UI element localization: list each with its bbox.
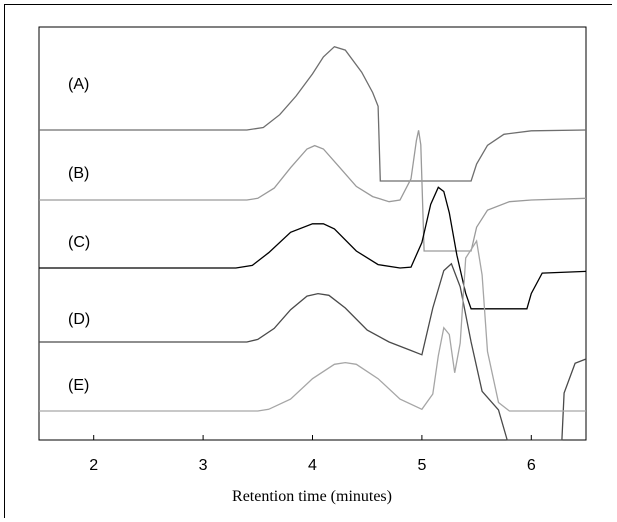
figure-frame [4,4,612,518]
x-tick-label-6: 6 [527,457,536,474]
x-axis-title: Retention time (minutes) [232,488,392,505]
x-tick-label-5: 5 [417,457,426,474]
trace-line-c [39,186,587,310]
trace-line-a [39,45,587,182]
trace-label-group: (A) (B) (C) (D) (E) [68,76,90,394]
trace-label-a: (A) [68,76,89,93]
trace-label-d: (D) [68,311,90,328]
x-axis-ticks: 2 3 4 5 6 [89,435,536,474]
x-tick-label-3: 3 [199,457,208,474]
trace-group [39,45,587,441]
trace-line-e [39,239,586,412]
x-tick-label-2: 2 [89,457,98,474]
trace-label-e: (E) [68,377,89,394]
trace-line-d [39,262,587,441]
trace-label-c: (C) [68,234,90,251]
trace-label-b: (B) [68,165,89,182]
trace-line-b [39,130,587,252]
x-tick-label-4: 4 [308,457,317,474]
